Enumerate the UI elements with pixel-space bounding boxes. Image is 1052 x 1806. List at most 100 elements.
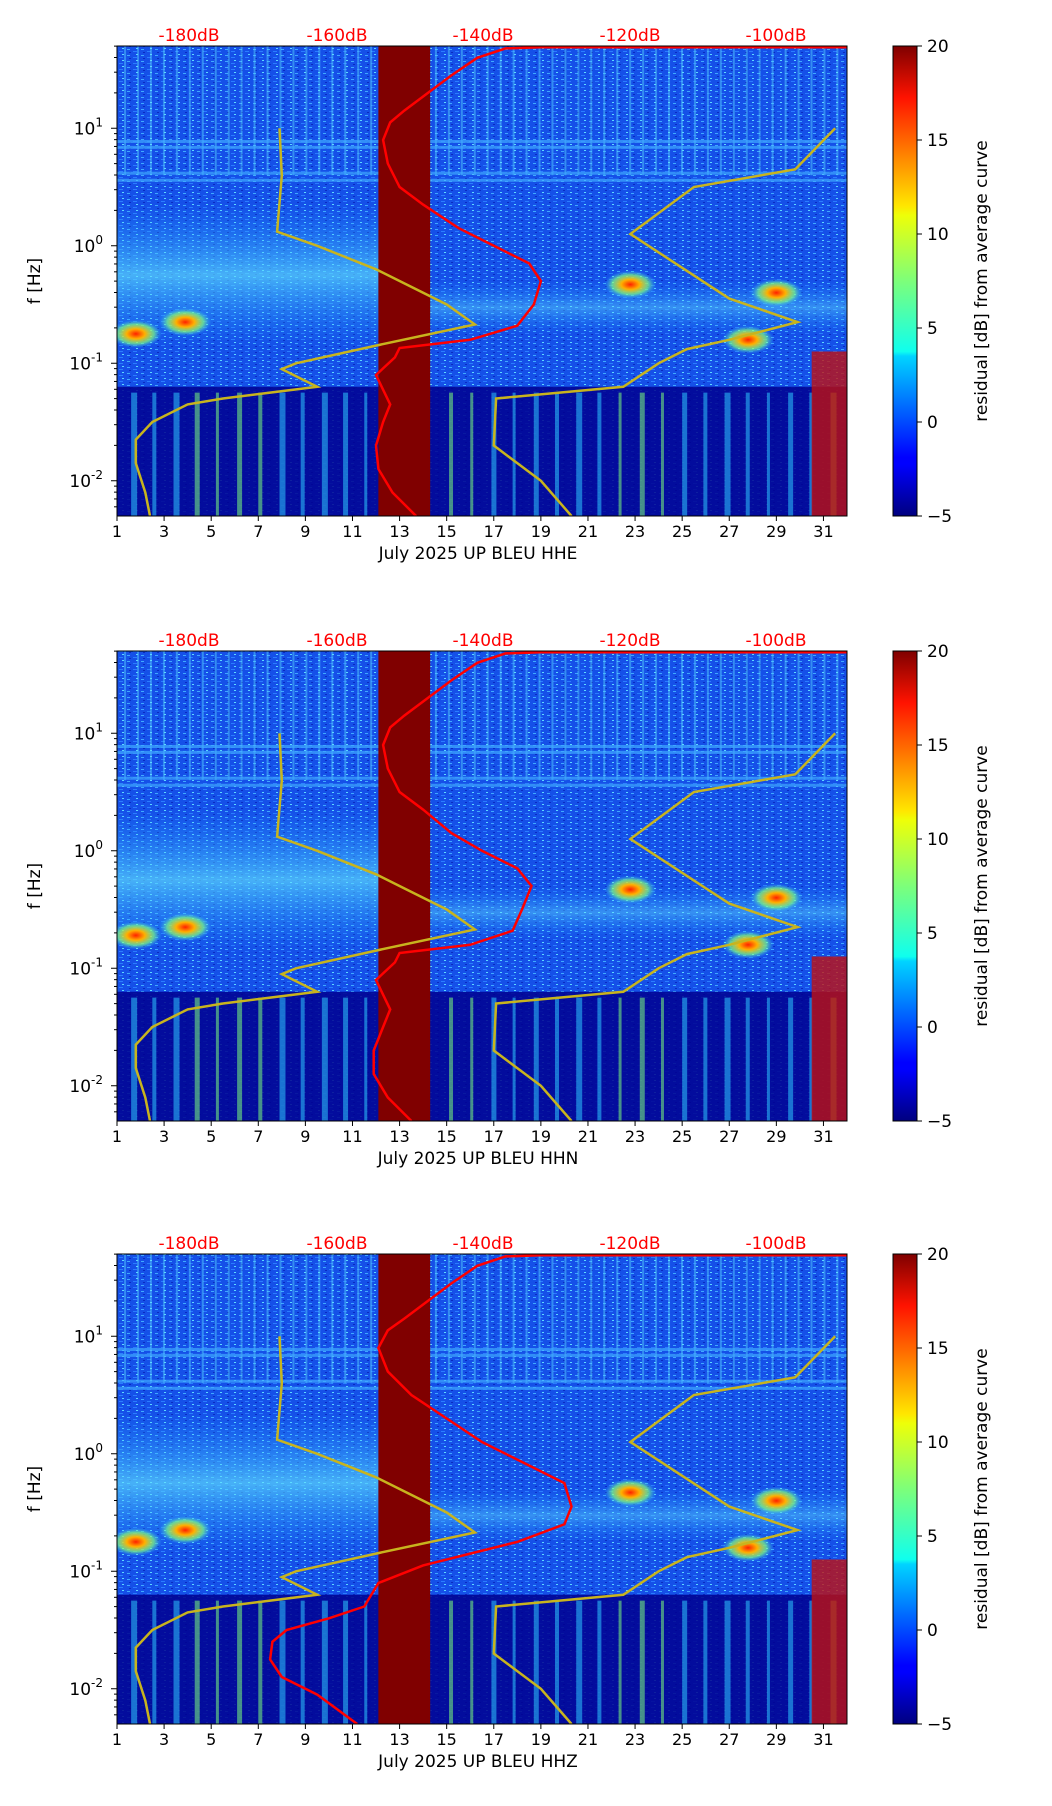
microseism-band-left	[117, 1412, 379, 1554]
x-tick-label: 23	[625, 1730, 645, 1749]
highfreq-streak	[499, 46, 502, 176]
hot-spot	[604, 270, 657, 299]
highfreq-streak	[486, 1254, 489, 1384]
y-tick-label: 100	[74, 1441, 103, 1465]
highfreq-streak	[344, 1254, 347, 1384]
highfreq-streak	[162, 46, 165, 176]
lowfreq-streak	[364, 997, 368, 1121]
highfreq-streak	[305, 651, 308, 781]
x-tick-label: 7	[253, 522, 263, 541]
highfreq-streak	[357, 1254, 360, 1384]
y-tick-base: 10	[74, 119, 96, 139]
lowfreq-streak	[237, 392, 243, 516]
y-tick-exponent: -1	[91, 1558, 103, 1572]
highfreq-streak	[771, 46, 774, 176]
highfreq-streak	[603, 46, 606, 176]
x-tick-label: 29	[766, 1127, 786, 1146]
highfreq-streak	[512, 651, 515, 781]
lowfreq-streak	[173, 997, 180, 1121]
high-residual-block	[811, 1559, 847, 1724]
hot-spot	[159, 913, 212, 942]
lowfreq-streak	[618, 1600, 622, 1724]
highfreq-streak	[525, 46, 528, 176]
red-curve	[374, 46, 847, 516]
highfreq-streak	[370, 46, 373, 176]
x-tick-label: 3	[159, 1730, 169, 1749]
x-tick-label: 19	[531, 1730, 551, 1749]
highfreq-streak	[784, 651, 787, 781]
lowfreq-streak	[809, 997, 813, 1121]
colorbar-tick-label: 15	[927, 1339, 949, 1359]
colorbar-tick-label: 10	[927, 1433, 949, 1453]
highfreq-streak	[629, 651, 632, 781]
high-residual-block	[811, 351, 847, 516]
highfreq-streak	[577, 1254, 580, 1384]
colorbar-tick-label: −5	[927, 1715, 952, 1735]
hot-spot	[117, 921, 162, 950]
lowfreq-streak	[131, 1600, 138, 1724]
highfreq-streak	[771, 1254, 774, 1384]
y-tick-exponent: -2	[91, 1073, 103, 1087]
highfreq-streak	[538, 1254, 541, 1384]
lowfreq-streak	[597, 997, 602, 1121]
lowfreq-streak	[258, 1600, 263, 1724]
lowfreq-streak	[152, 1600, 157, 1724]
highfreq-streak	[538, 651, 541, 781]
highfreq-streak	[370, 651, 373, 781]
lowfreq-streak	[703, 997, 708, 1121]
x-tick-label: 29	[766, 522, 786, 541]
highfreq-streak	[745, 46, 748, 176]
x-tick-label: 21	[578, 522, 598, 541]
colorbar-tick-label: 5	[927, 319, 938, 339]
lowfreq-region	[117, 386, 847, 516]
highfreq-streak	[784, 46, 787, 176]
red-curve	[372, 651, 847, 1121]
colorbar-tick-label: 0	[927, 1018, 938, 1038]
colorbar-tick-label: 15	[927, 131, 949, 151]
top-db-label: -160dB	[306, 26, 367, 46]
lowfreq-streak	[766, 997, 770, 1121]
highfreq-streak	[175, 1254, 178, 1384]
lowfreq-streak	[788, 392, 794, 516]
y-tick-label: 100	[74, 233, 103, 257]
y-tick-label: 101	[74, 720, 103, 744]
highfreq-streak	[732, 651, 735, 781]
highfreq-streak	[227, 651, 230, 781]
highfreq-streak	[434, 651, 437, 781]
hot-spot	[750, 883, 803, 912]
highfreq-streak	[538, 46, 541, 176]
x-axis-label: July 2025 UP BLEU HHE	[378, 544, 578, 564]
y-tick-exponent: 1	[95, 1323, 103, 1337]
x-tick-label: 13	[389, 1730, 409, 1749]
highfreq-streak	[344, 651, 347, 781]
highfreq-streak	[137, 1254, 140, 1384]
highfreq-streak	[642, 1254, 645, 1384]
lowfreq-streak	[576, 997, 583, 1121]
highfreq-streak	[434, 1254, 437, 1384]
highfreq-streak	[240, 46, 243, 176]
lowfreq-streak	[724, 1600, 731, 1724]
lowfreq-streak	[258, 392, 263, 516]
noise-line	[117, 1353, 847, 1357]
highfreq-streak	[460, 1254, 463, 1384]
colorbar-tick-label: 5	[927, 1527, 938, 1547]
y-tick-base: 10	[74, 842, 96, 862]
colorbar-tick-label: 0	[927, 1621, 938, 1641]
colorbar	[892, 45, 918, 517]
y-tick-exponent: -2	[91, 1676, 103, 1690]
hot-spot	[117, 319, 162, 348]
yellow-curve-right	[492, 732, 837, 1121]
highfreq-streak	[680, 651, 683, 781]
highfreq-streak	[551, 651, 554, 781]
noise-line	[117, 1348, 847, 1351]
highfreq-streak	[655, 46, 658, 176]
lowfreq-streak	[300, 997, 305, 1121]
highfreq-streak	[162, 1254, 165, 1384]
y-tick-label: 101	[74, 1323, 103, 1347]
highfreq-streak	[279, 46, 282, 176]
highfreq-streak	[732, 46, 735, 176]
lowfreq-streak	[343, 1600, 349, 1724]
highfreq-streak	[473, 1254, 476, 1384]
